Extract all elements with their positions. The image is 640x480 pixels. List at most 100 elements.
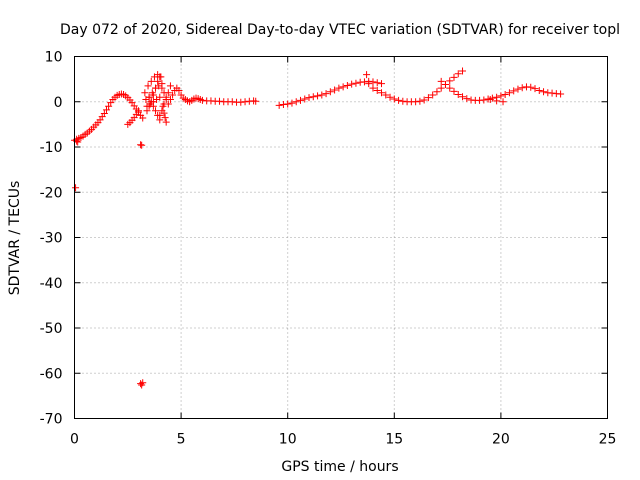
data-point (100, 110, 108, 118)
data-point (501, 91, 509, 99)
data-point (352, 79, 360, 87)
data-point (318, 91, 326, 99)
data-point (160, 100, 168, 108)
data-point (514, 85, 522, 93)
y-tick-label: -60 (40, 366, 63, 382)
data-point (486, 95, 494, 103)
data-point (531, 85, 539, 93)
data-point (450, 73, 458, 81)
data-point (518, 84, 526, 92)
data-point (102, 106, 110, 114)
data-point (132, 110, 140, 118)
data-point (497, 92, 505, 100)
data-point (139, 114, 147, 122)
y-tick-label: -10 (40, 140, 63, 156)
y-tick-label: -40 (40, 276, 63, 292)
data-point (252, 97, 260, 105)
data-point (156, 116, 164, 124)
data-point (149, 91, 157, 99)
x-tick-label: 20 (492, 432, 510, 448)
data-point (454, 91, 462, 99)
data-point (288, 99, 296, 107)
data-point (373, 86, 381, 94)
data-points (71, 67, 565, 389)
data-point (390, 95, 398, 103)
data-point (296, 96, 304, 104)
data-point (166, 95, 174, 103)
data-point (369, 84, 377, 92)
data-point (175, 86, 183, 94)
data-point (499, 98, 507, 106)
data-point (74, 138, 82, 146)
data-point (433, 88, 441, 96)
data-point (162, 93, 170, 101)
data-point (382, 91, 390, 99)
data-point (154, 77, 162, 85)
data-point (450, 87, 458, 95)
plot-frame (74, 56, 608, 419)
x-tick-label: 5 (177, 432, 186, 448)
data-point (454, 70, 462, 78)
data-point (373, 79, 381, 87)
x-tick-label: 0 (70, 432, 79, 448)
data-point (156, 73, 164, 81)
data-point (339, 83, 347, 91)
data-point (395, 96, 403, 104)
data-point (331, 86, 339, 94)
data-point (480, 96, 488, 104)
data-point (139, 379, 147, 387)
data-point (138, 141, 146, 149)
data-point (144, 82, 152, 90)
data-point (169, 91, 177, 99)
data-point (527, 83, 535, 91)
data-point (284, 100, 292, 108)
y-tick-label: -50 (40, 321, 63, 337)
data-point (301, 95, 309, 103)
y-tick-label: 10 (45, 50, 63, 66)
data-point (459, 67, 467, 75)
x-tick-label: 15 (385, 432, 403, 448)
data-point (463, 95, 471, 103)
data-point (72, 184, 80, 192)
data-point (134, 107, 142, 115)
data-point (420, 96, 428, 104)
x-axis-label: GPS time / hours (281, 459, 398, 475)
data-point (147, 98, 155, 106)
data-point (493, 97, 501, 105)
data-point (363, 71, 371, 79)
data-point (326, 88, 334, 96)
y-tick-label: -20 (40, 185, 63, 201)
data-point (335, 84, 343, 92)
x-tick-labels: 0 5 10 15 20 25 (70, 432, 616, 448)
y-tick-label: -30 (40, 231, 63, 247)
data-point (314, 92, 322, 100)
data-point (510, 87, 518, 95)
data-point (369, 78, 377, 86)
chart-title: Day 072 of 2020, Sidereal Day-to-day VTE… (60, 22, 620, 38)
x-tick-label: 25 (599, 432, 617, 448)
data-point (147, 77, 155, 85)
data-point (437, 77, 445, 85)
data-point (557, 90, 565, 98)
data-point (424, 94, 432, 102)
data-point (105, 102, 113, 110)
data-point (166, 82, 174, 90)
data-point (143, 107, 151, 115)
data-point (365, 80, 373, 88)
data-point (141, 89, 149, 97)
data-point (145, 93, 153, 101)
data-point (378, 80, 386, 88)
data-point (149, 102, 157, 110)
y-tick-labels: 10 0 -10 -20 -30 -40 -50 -60 -70 (40, 50, 63, 428)
data-point (505, 89, 513, 97)
data-point (292, 98, 300, 106)
data-point (156, 93, 164, 101)
x-tick-label: 10 (279, 432, 297, 448)
data-point (416, 97, 424, 105)
data-point (540, 88, 548, 96)
data-point (154, 111, 162, 119)
data-point (348, 80, 356, 88)
data-point (437, 84, 445, 92)
data-point (378, 89, 386, 97)
